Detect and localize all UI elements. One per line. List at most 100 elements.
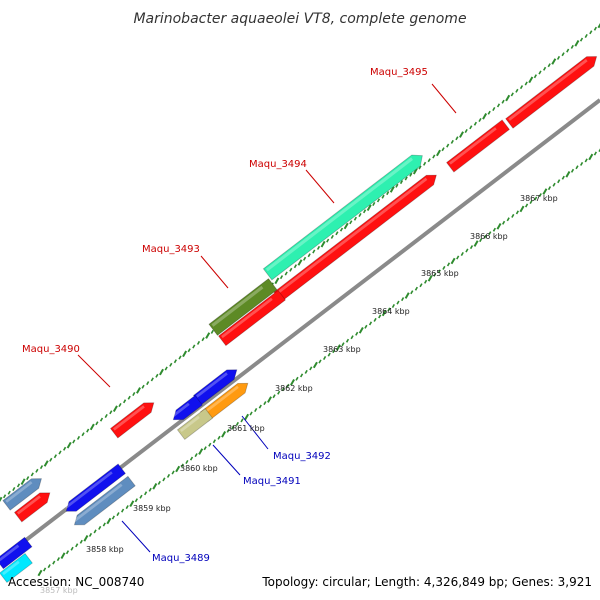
- kbp-label-3861: 3861 kbp: [227, 424, 265, 433]
- tick-mark-outer: [473, 121, 477, 126]
- tick-mark-inner: [529, 200, 533, 204]
- tick-mark-inner: [419, 283, 423, 288]
- tick-mark-outer: [132, 392, 136, 396]
- tick-mark-inner: [446, 262, 451, 267]
- tick-mark-inner: [152, 483, 158, 490]
- tick-mark-outer: [353, 216, 357, 221]
- tick-mark-outer: [515, 88, 519, 93]
- tick-mark-outer: [528, 76, 534, 84]
- tick-mark-inner: [139, 494, 143, 499]
- tick-mark-inner: [203, 446, 207, 451]
- tick-mark-inner: [341, 342, 345, 347]
- tick-mark-outer: [127, 395, 131, 400]
- tick-mark-inner: [111, 515, 115, 520]
- gene-maqu-3493: [218, 289, 286, 347]
- tick-mark-outer: [303, 256, 307, 261]
- tick-mark-outer: [386, 191, 390, 196]
- gene-maqu-3489: [73, 475, 136, 526]
- tick-mark-inner: [189, 456, 194, 461]
- tick-mark-inner: [304, 369, 308, 374]
- tick-mark-outer: [510, 92, 514, 97]
- tick-mark-outer: [478, 118, 482, 122]
- tick-mark-outer: [58, 450, 62, 455]
- tick-mark-outer: [20, 478, 26, 485]
- tick-mark-inner: [598, 148, 600, 152]
- tick-mark-inner: [121, 508, 125, 513]
- tick-mark-outer: [187, 348, 191, 353]
- tick-mark-inner: [144, 491, 148, 496]
- tick-mark-inner: [263, 401, 267, 406]
- tick-mark-inner: [414, 286, 418, 291]
- tick-mark-outer: [39, 465, 44, 470]
- tick-mark-inner: [175, 465, 181, 473]
- tick-mark-inner: [208, 442, 212, 447]
- tick-mark-outer: [469, 125, 473, 130]
- tick-mark-outer: [579, 37, 584, 42]
- tick-mark-outer: [556, 55, 561, 60]
- gene-maqu-3490: [109, 402, 155, 439]
- tick-mark-inner: [345, 338, 350, 343]
- tick-mark-outer: [66, 441, 72, 449]
- tick-mark-inner: [272, 394, 276, 399]
- tick-mark-inner: [488, 231, 492, 236]
- tick-mark-outer: [159, 368, 164, 376]
- tick-mark-inner: [469, 245, 474, 250]
- tick-mark-inner: [593, 151, 597, 156]
- tick-mark-outer: [326, 238, 330, 243]
- tick-mark-inner: [157, 480, 161, 485]
- tick-mark-outer: [16, 483, 21, 488]
- gene-maqu-3493-olive: [208, 278, 278, 336]
- tick-mark-outer: [316, 245, 321, 250]
- tick-mark-inner: [332, 349, 336, 354]
- tick-mark-outer: [53, 454, 57, 459]
- tick-tracks: [0, 22, 600, 577]
- gene-label-maqu-3490: Maqu_3490: [22, 344, 80, 355]
- tick-mark-inner: [368, 321, 373, 326]
- tick-mark-inner: [162, 477, 166, 482]
- tick-mark-inner: [312, 361, 318, 369]
- tick-mark-inner: [75, 543, 79, 548]
- tick-mark-inner: [552, 182, 556, 187]
- tick-mark-inner: [83, 535, 89, 542]
- tick-mark-outer: [289, 267, 293, 272]
- tick-mark-outer: [455, 136, 459, 141]
- tick-mark-inner: [148, 487, 152, 492]
- tick-mark-outer: [192, 344, 196, 349]
- kbp-label-3865: 3865 kbp: [421, 269, 459, 278]
- tick-mark-inner: [295, 376, 299, 381]
- genome-title: Marinobacter aquaeolei VT8, complete gen…: [133, 11, 466, 27]
- tick-mark-outer: [173, 359, 177, 364]
- tick-mark-inner: [460, 252, 464, 256]
- tick-mark-outer: [519, 85, 524, 90]
- tick-mark-inner: [396, 300, 400, 305]
- tick-mark-outer: [210, 329, 214, 334]
- tick-mark-inner: [479, 238, 483, 243]
- tick-mark-inner: [391, 304, 395, 308]
- tick-mark-inner: [166, 473, 171, 478]
- tick-mark-outer: [389, 186, 395, 193]
- tick-mark-inner: [185, 460, 189, 464]
- tick-mark-outer: [349, 220, 353, 225]
- tick-mark-outer: [395, 183, 399, 188]
- tick-mark-inner: [43, 567, 47, 572]
- tick-mark-inner: [570, 168, 575, 173]
- gene-steelblue-left: [2, 478, 42, 511]
- tick-mark-inner: [217, 435, 221, 440]
- tick-mark-outer: [297, 259, 303, 266]
- tick-mark-inner: [258, 404, 262, 409]
- tick-mark-outer: [312, 249, 316, 254]
- tick-mark-outer: [182, 350, 188, 358]
- tick-mark-outer: [109, 410, 113, 415]
- tick-mark-inner: [525, 203, 529, 208]
- tick-mark-inner: [580, 161, 584, 166]
- tick-mark-inner: [502, 220, 506, 225]
- tick-mark-outer: [597, 22, 600, 29]
- tick-mark-inner: [134, 498, 138, 503]
- tick-mark-outer: [409, 172, 413, 177]
- tick-mark-outer: [205, 332, 211, 339]
- tick-mark-outer: [104, 414, 108, 418]
- tick-mark-outer: [164, 366, 168, 371]
- tick-mark-outer: [524, 81, 528, 86]
- tick-mark-outer: [279, 275, 284, 280]
- tick-mark-inner: [79, 539, 83, 544]
